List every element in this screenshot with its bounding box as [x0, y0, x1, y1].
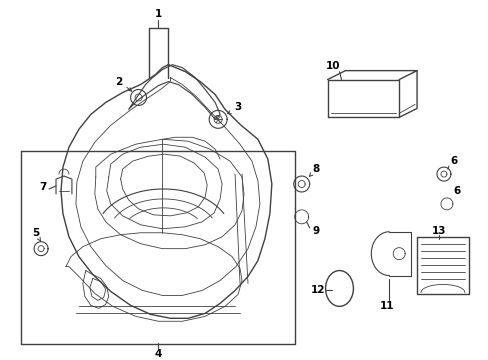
Text: 11: 11 — [379, 301, 394, 311]
Text: 1: 1 — [155, 9, 162, 19]
Text: 5: 5 — [32, 228, 40, 238]
Text: 12: 12 — [310, 285, 324, 296]
Text: 8: 8 — [311, 164, 319, 174]
Text: 10: 10 — [325, 60, 340, 71]
Text: 6: 6 — [449, 156, 457, 166]
Text: 2: 2 — [115, 77, 122, 86]
Text: 7: 7 — [40, 182, 47, 192]
Text: 4: 4 — [155, 349, 162, 359]
Text: 6: 6 — [452, 186, 460, 196]
Text: 3: 3 — [234, 103, 241, 112]
Text: 13: 13 — [431, 226, 445, 236]
Text: 9: 9 — [311, 226, 319, 236]
